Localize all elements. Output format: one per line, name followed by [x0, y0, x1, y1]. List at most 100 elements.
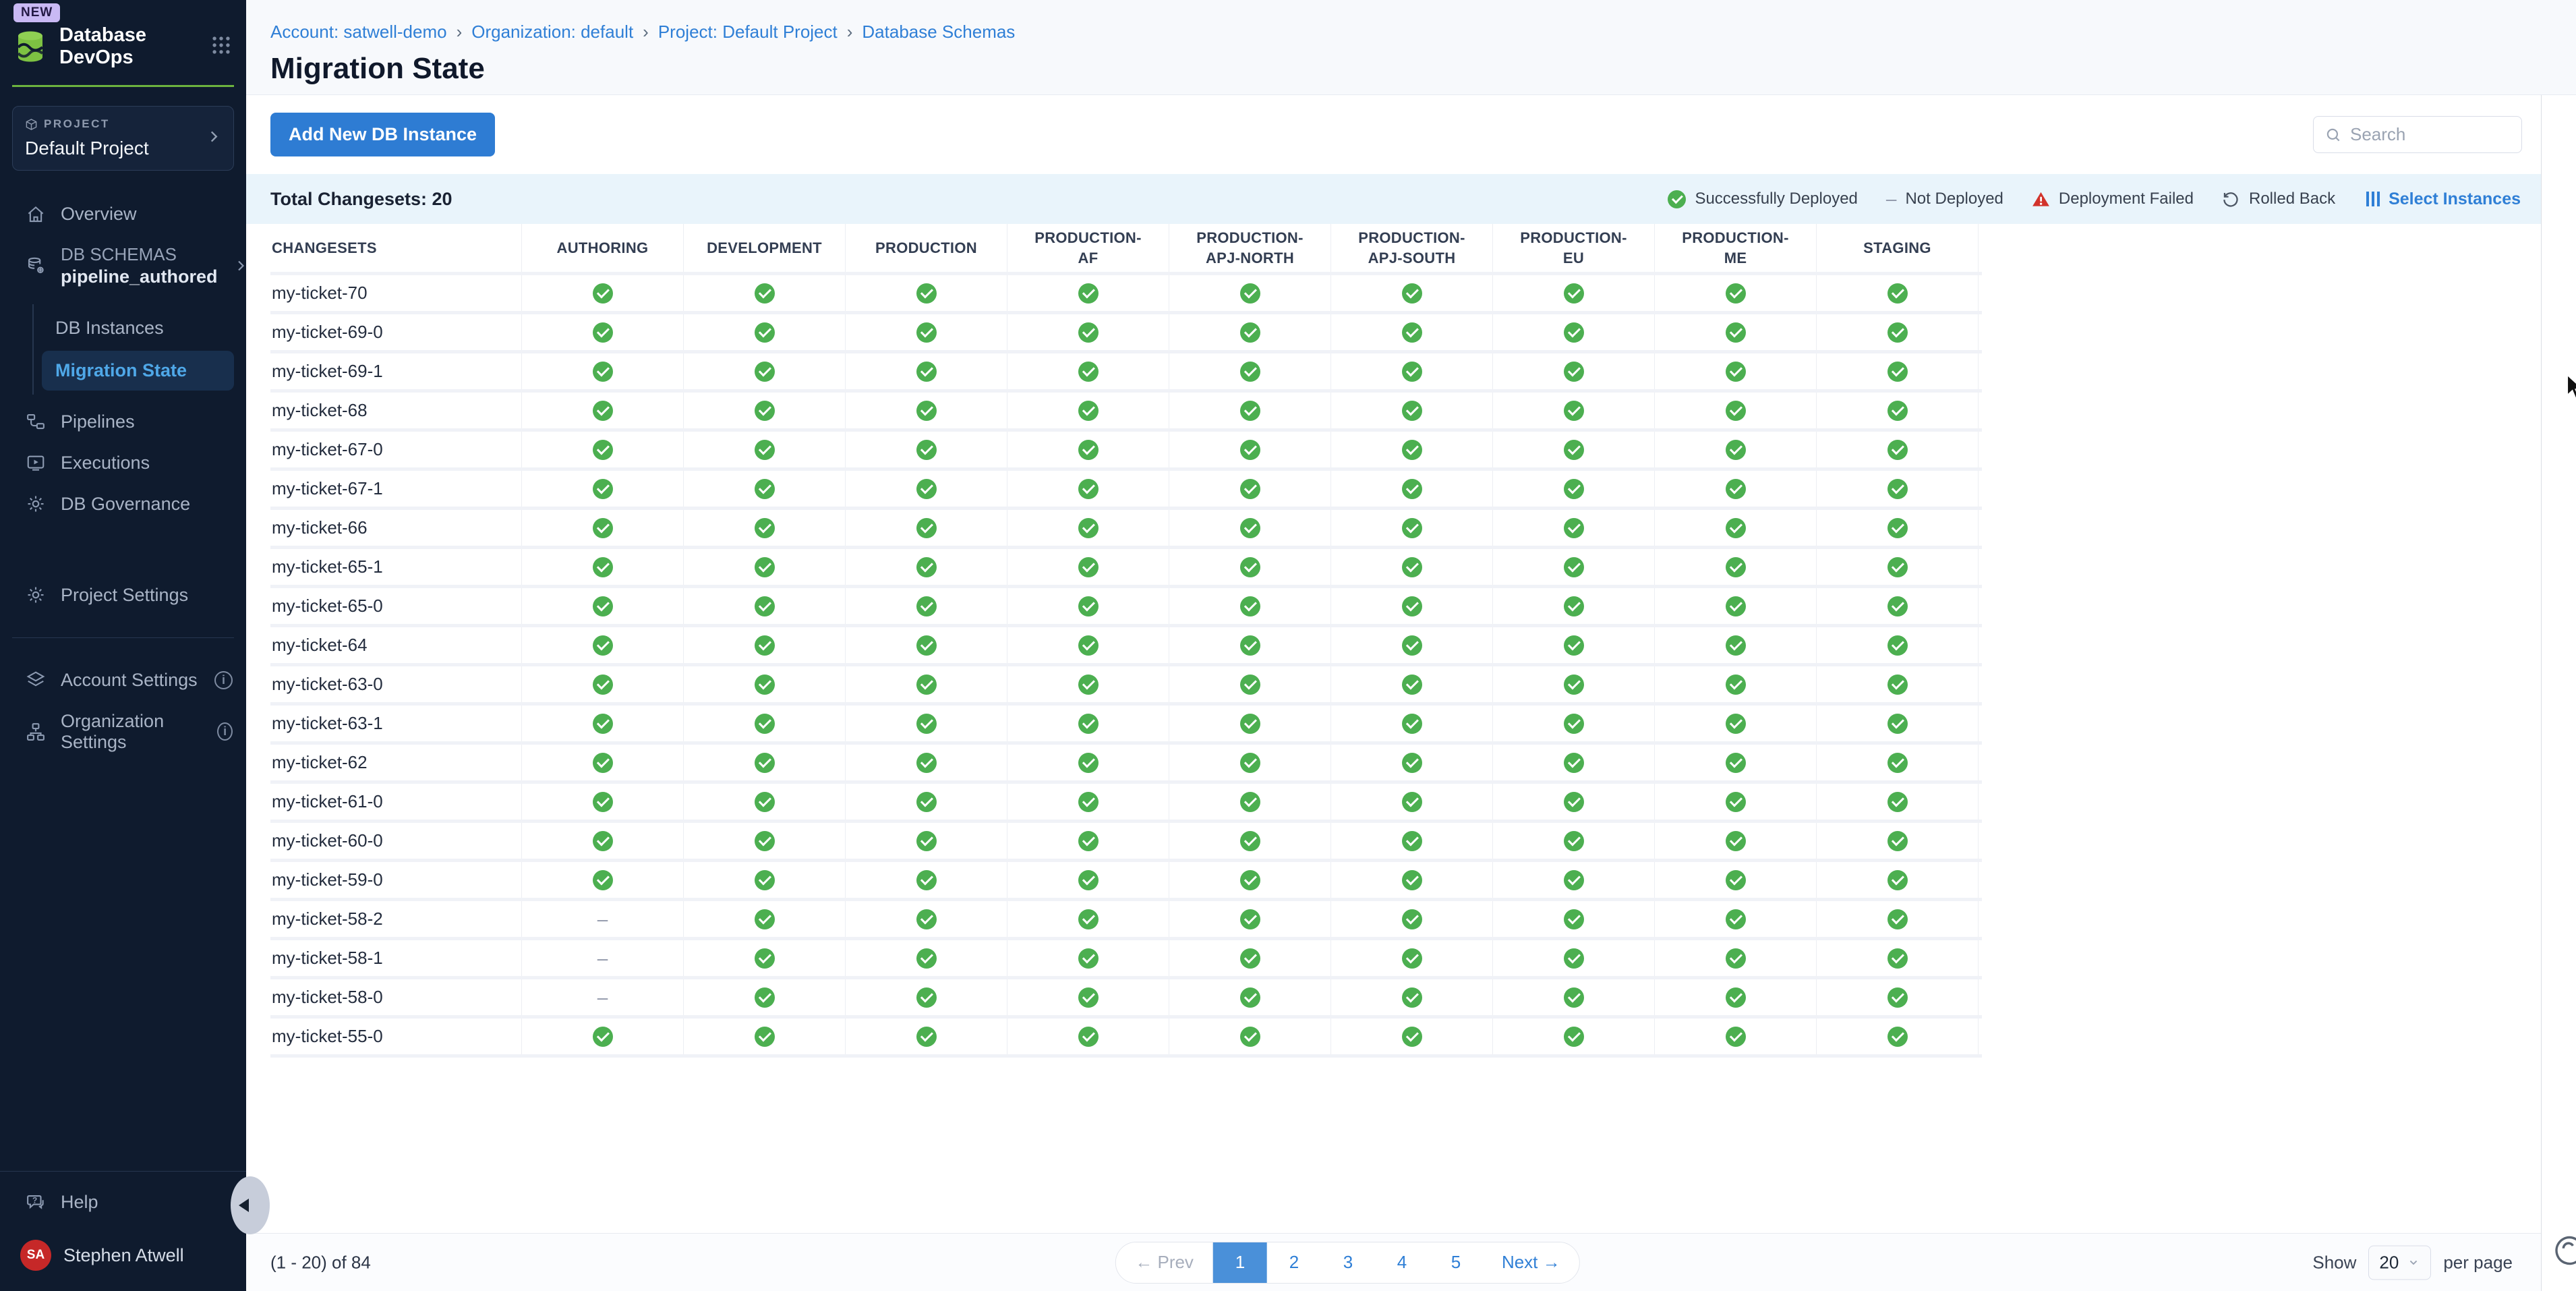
status-cell	[684, 471, 846, 507]
table-row[interactable]: my-ticket-65-0	[270, 588, 1982, 627]
status-cell	[1331, 275, 1493, 311]
sidebar-item-label: Migration State	[55, 360, 187, 380]
table-row[interactable]: my-ticket-62	[270, 745, 1982, 784]
next-page-button[interactable]: Next →	[1482, 1242, 1579, 1283]
deployed-icon	[1887, 283, 1908, 304]
column-header: DEVELOPMENT	[684, 224, 846, 272]
sidebar-item-pipelines[interactable]: Pipelines	[0, 401, 246, 442]
status-cell	[1331, 979, 1493, 1015]
changeset-name: my-ticket-62	[270, 745, 522, 780]
status-cell	[1331, 706, 1493, 741]
table-row[interactable]: my-ticket-55-0	[270, 1019, 1982, 1058]
breadcrumb-database-schemas[interactable]: Database Schemas	[862, 22, 1016, 42]
table-row[interactable]: my-ticket-64	[270, 627, 1982, 666]
sidebar-item-db-instances[interactable]: DB Instances	[42, 308, 234, 348]
column-header: PRODUCTION-APJ-SOUTH	[1331, 224, 1493, 272]
deployed-icon	[1887, 478, 1908, 499]
table-row[interactable]: my-ticket-58-1 –	[270, 940, 1982, 979]
status-cell: –	[522, 940, 684, 976]
prev-page-button[interactable]: ← Prev	[1116, 1242, 1212, 1283]
deployed-icon	[592, 439, 613, 460]
sidebar-item-migration-state[interactable]: Migration State	[42, 350, 234, 391]
deployed-icon	[1887, 322, 1908, 343]
table-row[interactable]: my-ticket-65-1	[270, 549, 1982, 588]
deployed-icon	[1401, 869, 1422, 890]
deployed-icon	[916, 596, 937, 616]
table-row[interactable]: my-ticket-63-1	[270, 706, 1982, 745]
project-selector[interactable]: PROJECT Default Project	[12, 106, 234, 171]
page-button-3[interactable]: 3	[1320, 1242, 1375, 1283]
table-row[interactable]: my-ticket-66	[270, 510, 1982, 549]
status-cell	[846, 745, 1007, 780]
status-cell	[1817, 353, 1979, 389]
help-button[interactable]: ? Help	[0, 1172, 246, 1222]
status-cell	[522, 706, 684, 741]
info-icon[interactable]: i	[214, 670, 233, 689]
status-cell	[684, 549, 846, 585]
sidebar-item-account-settings[interactable]: Account Settings i	[0, 660, 246, 701]
breadcrumb-organization[interactable]: Organization: default	[471, 22, 634, 42]
table-row[interactable]: my-ticket-69-1	[270, 353, 1982, 393]
status-cell	[684, 1019, 846, 1054]
app-title: Database DevOps	[59, 24, 146, 68]
sidebar-item-organization-settings[interactable]: Organization Settings i	[0, 701, 246, 763]
deployed-icon	[1401, 752, 1422, 773]
status-cell	[1493, 627, 1655, 663]
status-cell	[522, 314, 684, 350]
page-button-4[interactable]: 4	[1374, 1242, 1429, 1283]
table-row[interactable]: my-ticket-68	[270, 393, 1982, 432]
status-cell	[1007, 706, 1169, 741]
status-cell	[1655, 823, 1817, 859]
status-bar: Total Changesets: 20 Successfully Deploy…	[246, 174, 2541, 224]
sidebar-item-overview[interactable]: Overview	[0, 194, 246, 235]
support-chat-icon[interactable]	[2552, 1233, 2576, 1271]
breadcrumb-project[interactable]: Project: Default Project	[657, 22, 838, 42]
status-cell: –	[522, 901, 684, 937]
legend-item: Rolled Back	[2222, 190, 2335, 208]
table-row[interactable]: my-ticket-58-0 –	[270, 979, 1982, 1019]
breadcrumb-account[interactable]: Account: satwell-demo	[270, 22, 447, 42]
page-size-select[interactable]: 20	[2368, 1245, 2432, 1280]
database-gear-icon	[26, 256, 46, 276]
deployed-icon	[1239, 400, 1260, 421]
page-button-2[interactable]: 2	[1266, 1242, 1321, 1283]
user-menu[interactable]: SA Stephen Atwell	[0, 1222, 246, 1291]
status-cell	[1331, 588, 1493, 624]
table-row[interactable]: my-ticket-70	[270, 275, 1982, 314]
deployed-icon	[916, 322, 937, 343]
deployed-icon	[1563, 517, 1584, 538]
sidebar-collapse-handle[interactable]	[231, 1176, 270, 1234]
deployed-icon	[1563, 987, 1584, 1008]
page-button-5[interactable]: 5	[1428, 1242, 1483, 1283]
deployed-icon	[754, 596, 775, 616]
search-input[interactable]	[2350, 124, 2505, 145]
info-icon[interactable]: i	[217, 722, 233, 741]
table-row[interactable]: my-ticket-67-1	[270, 471, 1982, 510]
status-cell	[522, 549, 684, 585]
select-instances-link[interactable]: Select Instances	[2366, 190, 2521, 209]
add-db-instance-button[interactable]: Add New DB Instance	[270, 113, 496, 156]
search-box[interactable]	[2313, 116, 2522, 153]
table-row[interactable]: my-ticket-69-0	[270, 314, 1982, 353]
table-row[interactable]: my-ticket-63-0	[270, 666, 1982, 706]
deployed-icon	[592, 400, 613, 421]
table-row[interactable]: my-ticket-58-2 –	[270, 901, 1982, 940]
sidebar-item-db-schemas[interactable]: DB SCHEMAS pipeline_authored	[0, 235, 246, 297]
legend-label: Successfully Deployed	[1695, 190, 1858, 208]
table-row[interactable]: my-ticket-60-0	[270, 823, 1982, 862]
apps-grid-icon[interactable]	[210, 34, 233, 60]
table-row[interactable]: my-ticket-67-0	[270, 432, 1982, 471]
sidebar-item-executions[interactable]: Executions	[0, 442, 246, 484]
status-cell	[1007, 940, 1169, 976]
status-cell	[684, 979, 846, 1015]
status-cell	[1817, 901, 1979, 937]
sidebar-item-project-settings[interactable]: Project Settings	[0, 575, 246, 616]
status-cell	[1169, 627, 1331, 663]
page-button-1[interactable]: 1	[1212, 1242, 1267, 1283]
table-row[interactable]: my-ticket-61-0	[270, 784, 1982, 823]
status-cell	[1817, 1019, 1979, 1054]
status-cell	[846, 862, 1007, 898]
sidebar-item-db-governance[interactable]: DB Governance	[0, 484, 246, 525]
table-row[interactable]: my-ticket-59-0	[270, 862, 1982, 901]
page-title: Migration State	[270, 52, 485, 85]
